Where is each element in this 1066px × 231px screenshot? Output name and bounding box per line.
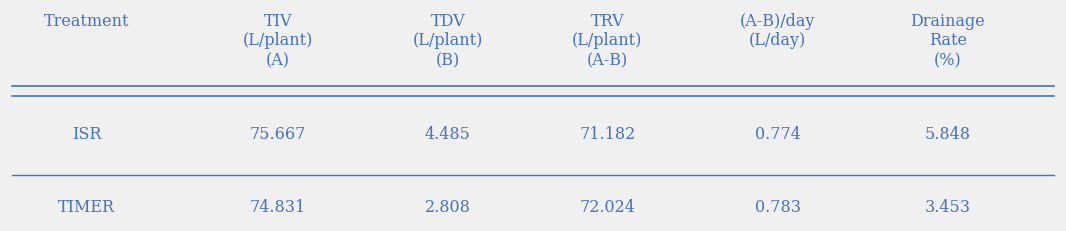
Text: 71.182: 71.182: [579, 125, 635, 142]
Text: TIMER: TIMER: [58, 198, 115, 215]
Text: 72.024: 72.024: [580, 198, 635, 215]
Text: ISR: ISR: [71, 125, 101, 142]
Text: TDV
(L/plant)
(B): TDV (L/plant) (B): [413, 13, 483, 69]
Text: Drainage
Rate
(%): Drainage Rate (%): [910, 13, 985, 69]
Text: TIV
(L/plant)
(A): TIV (L/plant) (A): [243, 13, 313, 69]
Text: 0.783: 0.783: [755, 198, 801, 215]
Text: (A-B)/day
(L/day): (A-B)/day (L/day): [740, 13, 815, 49]
Text: 2.808: 2.808: [425, 198, 471, 215]
Text: TRV
(L/plant)
(A-B): TRV (L/plant) (A-B): [572, 13, 643, 69]
Text: 5.848: 5.848: [924, 125, 971, 142]
Text: 74.831: 74.831: [249, 198, 306, 215]
Text: 4.485: 4.485: [425, 125, 471, 142]
Text: Treatment: Treatment: [44, 13, 129, 30]
Text: 75.667: 75.667: [249, 125, 306, 142]
Text: 3.453: 3.453: [924, 198, 971, 215]
Text: 0.774: 0.774: [755, 125, 801, 142]
